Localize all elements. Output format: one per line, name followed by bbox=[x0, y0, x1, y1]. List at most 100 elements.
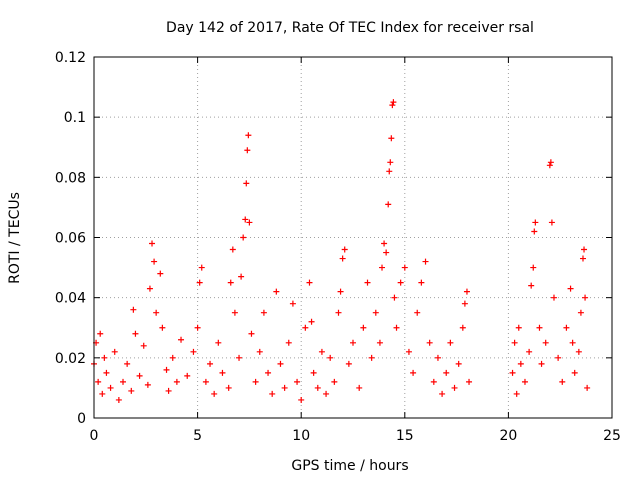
data-point bbox=[391, 294, 398, 301]
data-point bbox=[285, 339, 292, 346]
data-point bbox=[190, 348, 197, 355]
data-point bbox=[397, 279, 404, 286]
data-point bbox=[215, 339, 222, 346]
data-point bbox=[260, 309, 267, 316]
x-tick-label: 5 bbox=[193, 428, 202, 444]
data-point bbox=[555, 354, 562, 361]
data-point bbox=[273, 288, 280, 295]
data-point bbox=[265, 369, 272, 376]
x-tick-label: 10 bbox=[292, 428, 310, 444]
data-point bbox=[376, 339, 383, 346]
data-point bbox=[542, 339, 549, 346]
y-tick-label: 0.02 bbox=[55, 351, 86, 367]
data-point bbox=[314, 384, 321, 391]
data-point bbox=[360, 324, 367, 331]
data-point bbox=[306, 279, 313, 286]
data-point bbox=[339, 255, 346, 262]
data-point bbox=[107, 384, 114, 391]
data-point bbox=[196, 279, 203, 286]
data-point bbox=[532, 219, 539, 226]
data-point bbox=[387, 159, 394, 166]
x-tick-label: 25 bbox=[603, 428, 621, 444]
data-point bbox=[401, 264, 408, 271]
data-point bbox=[455, 360, 462, 367]
y-tick-label: 0.12 bbox=[55, 50, 86, 66]
data-point bbox=[546, 162, 553, 169]
data-point bbox=[184, 372, 191, 379]
data-point bbox=[461, 300, 468, 307]
data-point bbox=[582, 294, 589, 301]
data-point bbox=[383, 249, 390, 256]
data-point bbox=[341, 246, 348, 253]
data-point bbox=[368, 354, 375, 361]
data-point bbox=[345, 360, 352, 367]
data-point bbox=[225, 384, 232, 391]
data-point bbox=[231, 309, 238, 316]
data-point bbox=[379, 264, 386, 271]
data-point bbox=[281, 384, 288, 391]
plot-frame bbox=[93, 56, 613, 419]
data-point bbox=[439, 390, 446, 397]
data-point bbox=[97, 330, 104, 337]
data-point bbox=[227, 279, 234, 286]
data-point bbox=[515, 324, 522, 331]
data-point bbox=[124, 360, 131, 367]
data-point bbox=[146, 285, 153, 292]
data-point bbox=[130, 306, 137, 313]
data-point bbox=[238, 273, 245, 280]
data-point bbox=[159, 324, 166, 331]
data-point bbox=[513, 390, 520, 397]
data-point bbox=[246, 219, 253, 226]
data-point bbox=[331, 378, 338, 385]
data-point bbox=[242, 216, 249, 223]
data-point bbox=[128, 387, 135, 394]
data-point bbox=[136, 372, 143, 379]
data-point bbox=[443, 369, 450, 376]
data-point bbox=[451, 384, 458, 391]
data-point bbox=[356, 384, 363, 391]
data-point bbox=[101, 354, 108, 361]
data-point bbox=[459, 324, 466, 331]
data-point bbox=[386, 168, 393, 175]
data-point bbox=[405, 348, 412, 355]
data-point bbox=[389, 102, 396, 109]
data-point bbox=[575, 348, 582, 355]
data-point bbox=[302, 324, 309, 331]
data-point bbox=[388, 135, 395, 142]
x-tick-label: 15 bbox=[396, 428, 414, 444]
data-point bbox=[381, 240, 388, 247]
y-tick-label: 0.06 bbox=[55, 231, 86, 247]
data-point bbox=[289, 300, 296, 307]
data-point bbox=[414, 309, 421, 316]
data-point bbox=[463, 288, 470, 295]
data-point bbox=[157, 270, 164, 277]
data-point bbox=[526, 348, 533, 355]
data-point bbox=[335, 309, 342, 316]
data-point bbox=[393, 324, 400, 331]
data-point bbox=[550, 294, 557, 301]
data-point bbox=[198, 264, 205, 271]
data-point bbox=[115, 396, 122, 403]
data-point bbox=[521, 378, 528, 385]
data-point bbox=[563, 324, 570, 331]
data-point bbox=[163, 366, 170, 373]
data-point bbox=[536, 324, 543, 331]
data-point bbox=[390, 99, 397, 106]
data-point bbox=[111, 348, 118, 355]
data-point bbox=[350, 339, 356, 346]
data-point bbox=[418, 279, 425, 286]
data-point bbox=[584, 384, 591, 391]
data-point bbox=[364, 279, 371, 286]
data-point bbox=[531, 228, 538, 235]
data-point bbox=[149, 240, 156, 247]
data-point bbox=[173, 378, 180, 385]
data-point bbox=[430, 378, 437, 385]
data-point bbox=[211, 390, 218, 397]
data-point bbox=[308, 318, 315, 325]
y-tick-label: 0 bbox=[77, 411, 86, 427]
data-point bbox=[144, 381, 151, 388]
data-point bbox=[256, 348, 263, 355]
data-point bbox=[422, 258, 429, 265]
x-tick-label: 0 bbox=[90, 428, 99, 444]
